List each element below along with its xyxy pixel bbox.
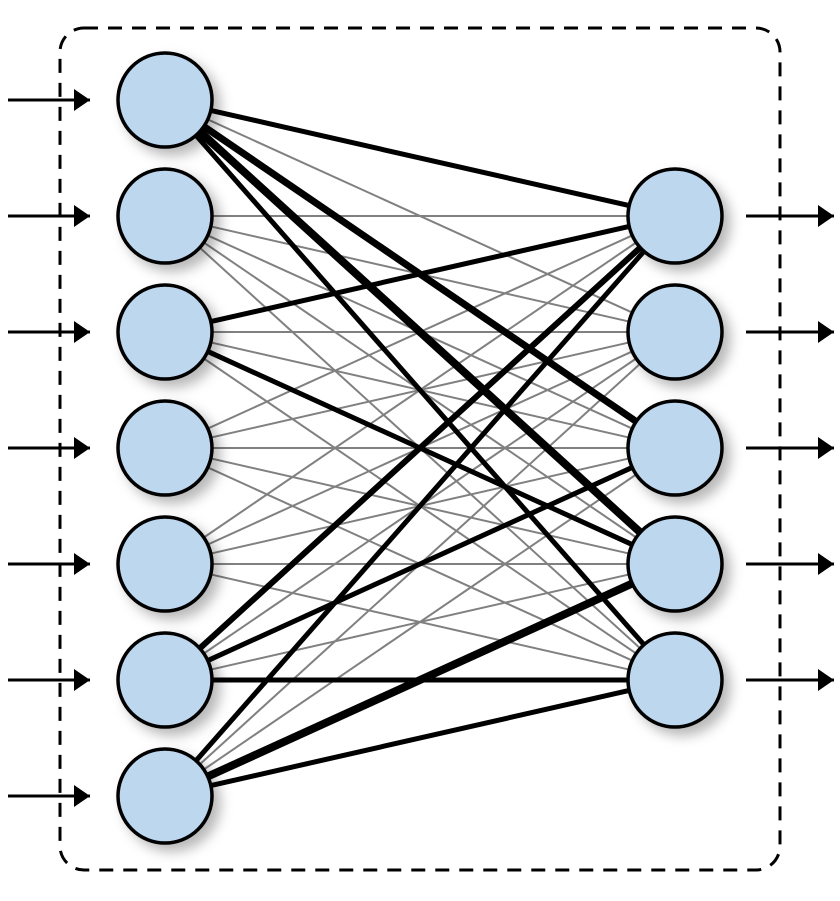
output-node: [628, 169, 722, 263]
output-node: [628, 517, 722, 611]
output-node: [628, 285, 722, 379]
input-node: [118, 633, 212, 727]
neural-network-diagram: [0, 0, 840, 901]
input-node: [118, 53, 212, 147]
input-node: [118, 749, 212, 843]
input-node: [118, 169, 212, 263]
output-node: [628, 401, 722, 495]
input-node: [118, 285, 212, 379]
output-node: [628, 633, 722, 727]
input-node: [118, 517, 212, 611]
input-node: [118, 401, 212, 495]
